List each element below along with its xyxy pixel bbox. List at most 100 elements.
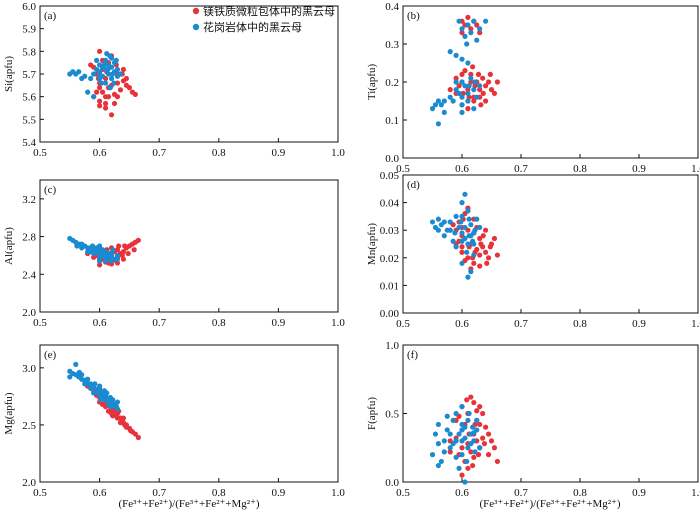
- data-point: [447, 227, 453, 233]
- data-point: [122, 243, 128, 249]
- data-point: [113, 404, 119, 410]
- data-point: [114, 260, 121, 266]
- x-tick-label: 0.5: [396, 487, 410, 499]
- y-tick-label: 0.0: [385, 477, 399, 489]
- data-point: [466, 216, 472, 222]
- data-point: [435, 216, 441, 222]
- y-tick-label: 0.04: [380, 198, 400, 210]
- y-axis-title: Al(apfu): [3, 227, 15, 265]
- data-point: [477, 29, 483, 36]
- data-point: [471, 106, 477, 112]
- data-point: [468, 71, 474, 77]
- data-point: [459, 472, 465, 478]
- y-tick-label: 5.4: [22, 137, 36, 149]
- data-point: [131, 247, 137, 253]
- data-point: [97, 48, 103, 54]
- data-point: [95, 390, 102, 396]
- data-point: [132, 91, 138, 97]
- data-point: [466, 83, 472, 89]
- x-tick-label: 0.6: [93, 487, 107, 499]
- data-point: [459, 26, 465, 32]
- data-point: [480, 90, 486, 96]
- data-point: [452, 230, 458, 236]
- x-tick-label: 0.7: [514, 318, 528, 330]
- data-point: [459, 404, 465, 410]
- series-granite: [429, 191, 483, 280]
- series-granite: [429, 18, 489, 127]
- data-point: [483, 249, 489, 255]
- data-point: [117, 87, 124, 93]
- data-point: [465, 98, 471, 104]
- data-point: [459, 421, 465, 428]
- x-tick-label: 0.8: [573, 487, 587, 499]
- y-tick-label: 0.4: [385, 1, 399, 13]
- data-point: [82, 381, 88, 387]
- legend-marker-granite: [192, 23, 200, 31]
- data-point: [458, 219, 464, 225]
- data-point: [435, 121, 441, 127]
- data-point: [462, 33, 468, 40]
- plot-frame: [402, 174, 699, 314]
- plot-frame: [39, 344, 339, 483]
- data-point: [462, 435, 468, 441]
- data-point: [459, 102, 465, 108]
- data-point: [471, 87, 477, 93]
- y-tick-label: 2.8: [22, 232, 36, 244]
- data-point: [435, 227, 441, 233]
- y-tick-label: 0.02: [380, 253, 399, 265]
- data-point: [114, 252, 121, 259]
- data-point: [82, 73, 88, 79]
- data-point: [447, 431, 453, 437]
- data-point: [474, 22, 480, 28]
- data-point: [79, 245, 85, 251]
- data-point: [456, 18, 462, 24]
- data-point: [474, 417, 480, 423]
- series-granite: [67, 235, 121, 264]
- series-mafic: [447, 394, 500, 478]
- data-point: [471, 98, 477, 104]
- data-point: [468, 269, 474, 275]
- y-tick-label: 5.9: [22, 24, 36, 36]
- data-point: [435, 98, 441, 104]
- data-point: [456, 83, 462, 89]
- data-point: [105, 71, 112, 77]
- data-point: [468, 441, 474, 447]
- data-point: [464, 397, 470, 403]
- data-point: [97, 75, 103, 82]
- data-point: [475, 71, 482, 77]
- panel-label: (c): [44, 184, 57, 196]
- data-point: [441, 449, 447, 455]
- data-point: [485, 79, 492, 85]
- data-point: [98, 80, 104, 86]
- data-point: [459, 213, 465, 219]
- data-point: [453, 213, 459, 219]
- data-point: [465, 22, 471, 28]
- x-tick-label: 0.9: [632, 487, 646, 499]
- data-point: [459, 244, 465, 250]
- y-tick-label: 0.3: [385, 39, 399, 51]
- data-point: [480, 410, 486, 417]
- data-point: [459, 452, 465, 458]
- data-point: [465, 106, 471, 112]
- data-point: [471, 430, 477, 436]
- data-point: [459, 29, 465, 36]
- data-point: [432, 431, 439, 437]
- data-point: [441, 109, 447, 115]
- data-point: [105, 66, 111, 73]
- data-point: [447, 87, 453, 93]
- data-point: [474, 408, 480, 414]
- y-tick-label: 0.1: [385, 115, 399, 127]
- data-point: [429, 106, 436, 112]
- x-tick-label: 0.7: [514, 487, 528, 499]
- data-point: [120, 415, 127, 421]
- y-tick-label: 5.8: [22, 46, 36, 58]
- x-tick-label: 0.5: [396, 318, 410, 330]
- panel-label: (a): [44, 10, 57, 22]
- data-point: [441, 98, 447, 104]
- y-axis-title: F(apfu): [366, 397, 378, 430]
- data-point: [462, 224, 468, 231]
- data-point: [468, 394, 474, 400]
- data-point: [94, 57, 100, 64]
- y-tick-label: 2.0: [22, 477, 36, 489]
- data-point: [459, 260, 465, 266]
